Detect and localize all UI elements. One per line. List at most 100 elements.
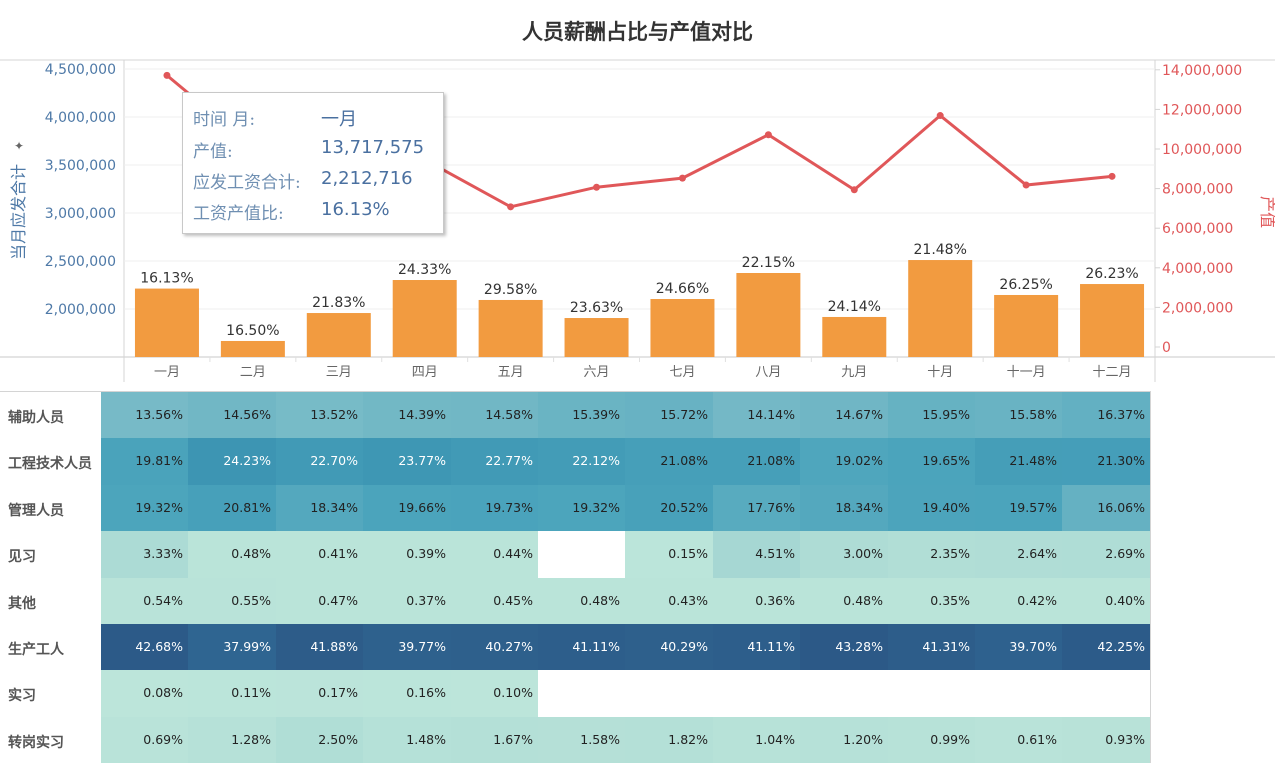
heatmap-cell: 41.11% <box>713 624 800 670</box>
bar-label: 16.50% <box>226 323 279 339</box>
heatmap-cell: 37.99% <box>188 624 276 670</box>
tooltip-label-salary: 应发工资合计: <box>193 173 301 193</box>
heatmap-cell <box>625 670 713 717</box>
bar-label: 21.83% <box>312 295 365 311</box>
bar <box>478 299 543 357</box>
output-point <box>593 183 601 191</box>
x-tick-label: 十月 <box>927 365 953 380</box>
tooltip-value-output: 13,717,575 <box>321 137 425 158</box>
bar-label: 21.48% <box>914 242 967 258</box>
heatmap-cell: 1.04% <box>713 717 800 763</box>
heatmap-cell: 41.11% <box>538 624 625 670</box>
heatmap-cell: 0.48% <box>188 531 276 578</box>
left-tick-label: 3,500,000 <box>45 158 116 174</box>
heatmap-cell: 22.77% <box>451 438 538 485</box>
heatmap-cell: 0.48% <box>800 578 888 624</box>
heatmap-cell: 1.48% <box>363 717 451 763</box>
heatmap-cell: 0.10% <box>451 670 538 717</box>
heatmap-cell: 17.76% <box>713 485 800 531</box>
heatmap-cell: 0.55% <box>188 578 276 624</box>
heatmap-cell: 0.47% <box>276 578 363 624</box>
heatmap-cell: 24.23% <box>188 438 276 485</box>
heatmap-cell: 3.33% <box>101 531 188 578</box>
row-label: 见习 <box>8 549 36 566</box>
heatmap-cell: 2.50% <box>276 717 363 763</box>
heatmap-cell: 0.39% <box>363 531 451 578</box>
heatmap-cell <box>1062 670 1150 717</box>
x-tick-label: 三月 <box>326 365 352 380</box>
heatmap-cell: 13.52% <box>276 392 363 438</box>
heatmap-cell: 21.08% <box>713 438 800 485</box>
heatmap-cell: 23.77% <box>363 438 451 485</box>
heatmap-cell: 14.56% <box>188 392 276 438</box>
heatmap-cell: 0.44% <box>451 531 538 578</box>
heatmap-cell: 0.93% <box>1062 717 1150 763</box>
bar-label: 24.33% <box>398 262 451 278</box>
heatmap-cell: 0.42% <box>975 578 1062 624</box>
heatmap-cell: 0.48% <box>538 578 625 624</box>
bar <box>736 273 801 357</box>
heatmap-cell: 19.02% <box>800 438 888 485</box>
heatmap-cell: 2.69% <box>1062 531 1150 578</box>
bar-label: 23.63% <box>570 300 623 316</box>
right-tick-label: 2,000,000 <box>1162 300 1233 316</box>
heatmap-cell: 21.08% <box>625 438 713 485</box>
heatmap-cell: 19.57% <box>975 485 1062 531</box>
heatmap-cell: 0.43% <box>625 578 713 624</box>
heatmap-cell <box>713 670 800 717</box>
heatmap-cell: 14.67% <box>800 392 888 438</box>
heatmap-cell: 14.39% <box>363 392 451 438</box>
heatmap-cell: 39.77% <box>363 624 451 670</box>
heatmap-cell: 19.81% <box>101 438 188 485</box>
right-tick-label: 0 <box>1162 340 1171 356</box>
left-tick-label: 3,000,000 <box>45 206 116 222</box>
heatmap-cell: 14.14% <box>713 392 800 438</box>
x-tick-label: 五月 <box>498 365 524 380</box>
heatmap-cell: 1.82% <box>625 717 713 763</box>
bar-label: 29.58% <box>484 282 537 298</box>
row-label: 生产工人 <box>8 642 64 658</box>
tooltip-value-salary: 2,212,716 <box>321 168 413 189</box>
tooltip-value-ratio: 16.13% <box>321 199 390 220</box>
row-label: 管理人员 <box>8 502 64 519</box>
heatmap-cell: 15.58% <box>975 392 1062 438</box>
tooltip: 时间 月: 一月 产值: 13,717,575 应发工资合计: 2,212,71… <box>182 92 444 234</box>
tooltip-label-output: 产值: <box>193 142 233 162</box>
x-tick-label: 二月 <box>240 365 266 380</box>
heatmap-cell: 2.35% <box>888 531 975 578</box>
heatmap-cell: 40.29% <box>625 624 713 670</box>
heatmap-cell: 22.70% <box>276 438 363 485</box>
heatmap-cell: 22.12% <box>538 438 625 485</box>
x-tick-label: 十二月 <box>1093 365 1132 380</box>
heatmap-cell: 2.64% <box>975 531 1062 578</box>
bar <box>392 280 457 357</box>
heatmap-cell: 21.30% <box>1062 438 1150 485</box>
heatmap-cell <box>538 531 625 578</box>
heatmap-cell: 0.45% <box>451 578 538 624</box>
row-label: 转岗实习 <box>8 734 64 751</box>
heatmap-cell: 15.72% <box>625 392 713 438</box>
heatmap-cell: 40.27% <box>451 624 538 670</box>
heatmap-cell: 19.66% <box>363 485 451 531</box>
output-point <box>163 71 171 79</box>
bar <box>650 299 715 357</box>
output-point <box>1022 181 1030 189</box>
left-axis-title: 当月应发合计 <box>9 164 28 260</box>
output-point <box>936 112 944 120</box>
tooltip-value-month: 一月 <box>321 109 357 130</box>
heatmap-cell: 16.37% <box>1062 392 1150 438</box>
heatmap-cell: 3.00% <box>800 531 888 578</box>
bar <box>908 260 973 357</box>
bar-label: 16.13% <box>140 271 193 287</box>
heatmap-cell: 0.35% <box>888 578 975 624</box>
heatmap-cell: 19.65% <box>888 438 975 485</box>
heatmap-cell: 14.58% <box>451 392 538 438</box>
tooltip-label-ratio: 工资产值比: <box>193 204 284 224</box>
left-tick-label: 2,000,000 <box>45 302 116 318</box>
x-tick-label: 八月 <box>755 365 781 380</box>
heatmap-cell: 13.56% <box>101 392 188 438</box>
heatmap-cell: 0.41% <box>276 531 363 578</box>
right-axis-title: 产值 <box>1258 196 1275 228</box>
heatmap-cell: 0.61% <box>975 717 1062 763</box>
x-tick-label: 四月 <box>412 365 438 380</box>
